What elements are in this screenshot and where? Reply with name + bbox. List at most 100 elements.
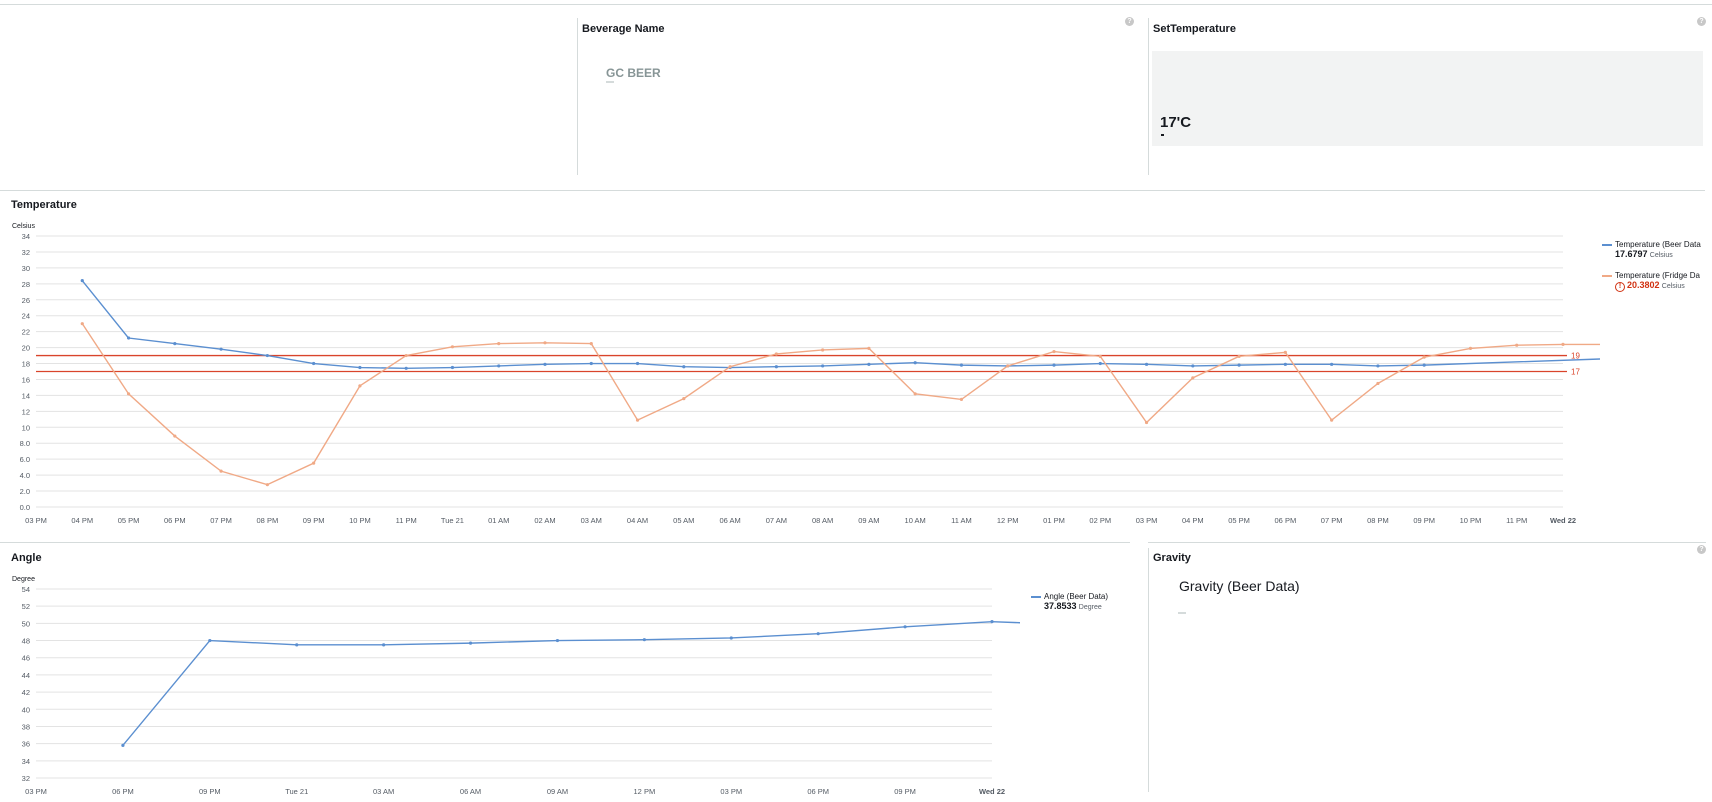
- y-tick-label: 48: [22, 637, 30, 646]
- data-point: [1006, 364, 1010, 368]
- x-tick-label: 11 PM: [396, 516, 417, 525]
- data-point: [265, 353, 269, 358]
- data-point: [555, 638, 560, 643]
- data-point: [358, 384, 362, 388]
- help-icon[interactable]: ?: [1697, 545, 1706, 554]
- y-tick-label: 52: [22, 602, 30, 611]
- y-tick-label: 44: [22, 671, 30, 680]
- data-point: [543, 341, 547, 345]
- data-point: [404, 353, 408, 358]
- x-tick-label: 02 AM: [534, 516, 555, 525]
- x-tick-label: 05 PM: [118, 516, 140, 525]
- legend-unit: Celsius: [1661, 283, 1685, 290]
- legend-label: Temperature (Beer Data: [1615, 240, 1701, 249]
- y-tick-label: 22: [22, 328, 30, 337]
- x-tick-label: 04 PM: [71, 516, 93, 525]
- data-point: [543, 362, 547, 366]
- data-point: [1422, 363, 1426, 367]
- y-axis-label: Degree: [12, 576, 35, 583]
- legend-item-fridge-temperature[interactable]: Temperature (Fridge Da ! 20.3802 Celsius: [1602, 271, 1710, 292]
- data-point: [821, 364, 825, 368]
- legend-item-beer-temperature[interactable]: Temperature (Beer Data 17.6797 Celsius: [1602, 240, 1710, 259]
- x-tick-label: 09 PM: [894, 787, 916, 794]
- dash-marker: [1161, 134, 1164, 136]
- x-tick-label: 06 AM: [719, 516, 740, 525]
- y-tick-label: 12: [22, 407, 30, 416]
- data-point: [1422, 355, 1426, 359]
- y-tick-label: 54: [22, 585, 30, 594]
- y-tick-label: 4.0: [20, 471, 30, 480]
- data-point: [126, 336, 131, 340]
- data-point: [1191, 376, 1195, 380]
- x-tick-label: 09 PM: [1413, 516, 1435, 525]
- data-point: [682, 397, 686, 401]
- y-tick-label: 40: [22, 705, 30, 714]
- help-icon[interactable]: ?: [1697, 17, 1706, 26]
- x-tick-label: 06 PM: [807, 787, 829, 794]
- data-point: [295, 643, 299, 647]
- data-point: [1052, 363, 1056, 367]
- x-tick-label: 06 AM: [460, 787, 481, 794]
- data-point: [774, 352, 778, 356]
- data-point: [1376, 364, 1380, 368]
- x-tick-label: 11 AM: [951, 516, 972, 525]
- data-point: [1098, 354, 1102, 358]
- data-point: [121, 743, 125, 747]
- y-tick-label: 32: [22, 248, 30, 257]
- y-tick-label: 8.0: [20, 439, 30, 448]
- data-point: [1144, 420, 1149, 425]
- x-tick-label: 03 PM: [720, 787, 742, 794]
- data-point: [913, 361, 917, 365]
- data-point: [1330, 418, 1334, 422]
- dash-marker: [606, 81, 614, 83]
- data-point: [468, 641, 473, 645]
- beverage-name-title: Beverage Name: [582, 23, 665, 35]
- y-tick-label: 10: [22, 423, 30, 432]
- beverage-name-value: GC BEER: [606, 66, 661, 80]
- x-tick-label: 10 AM: [905, 516, 926, 525]
- threshold-label: 17: [1571, 368, 1580, 377]
- data-point: [1330, 362, 1334, 366]
- data-point: [635, 418, 640, 422]
- help-icon[interactable]: ?: [1125, 17, 1134, 26]
- x-tick-label: 06 PM: [112, 787, 134, 794]
- data-point: [80, 279, 84, 283]
- set-temperature-title: SetTemperature: [1153, 23, 1236, 35]
- data-point: [265, 483, 269, 487]
- x-tick-label: 12 PM: [634, 787, 656, 794]
- data-point: [450, 345, 455, 349]
- legend-item-angle[interactable]: Angle (Beer Data) 37.8533 Degree: [1031, 592, 1141, 611]
- data-point: [219, 347, 223, 351]
- legend-unit: Celsius: [1649, 252, 1673, 259]
- data-point: [821, 348, 825, 352]
- temperature-chart: Celsius 0.0 2.0 4.0 6.0 8.0 10 12 14 16 18 20 22 24 26…: [12, 223, 1600, 525]
- y-tick-label: 42: [22, 688, 30, 697]
- row-divider: [0, 542, 1130, 543]
- x-tick-label: 03 PM: [25, 516, 47, 525]
- legend-swatch: [1031, 595, 1041, 598]
- data-point: [1052, 349, 1056, 354]
- data-point: [1237, 363, 1241, 367]
- x-tick-label: 08 PM: [1367, 516, 1389, 525]
- top-divider: [0, 4, 1712, 5]
- y-tick-label: 20: [22, 344, 30, 353]
- dash-marker: [1178, 612, 1186, 614]
- row-divider: [0, 190, 1705, 191]
- y-tick-label: 30: [22, 264, 30, 273]
- data-point: [126, 392, 131, 396]
- data-point: [1098, 361, 1102, 366]
- x-tick-label: Wed 22: [979, 787, 1005, 794]
- y-tick-label: 46: [22, 654, 30, 663]
- data-point: [1561, 342, 1565, 346]
- data-point: [729, 636, 733, 640]
- x-tick-label: 09 AM: [547, 787, 568, 794]
- y-tick-label: 34: [22, 757, 30, 766]
- x-tick-label: 06 PM: [164, 516, 186, 525]
- series-line: [81, 323, 1600, 486]
- x-tick-label: 12 PM: [997, 516, 1019, 525]
- data-point: [404, 366, 408, 370]
- panel-divider: [1148, 18, 1149, 175]
- series-line: [122, 620, 1020, 746]
- y-tick-label: 6.0: [20, 455, 30, 464]
- x-tick-label: Tue 21: [441, 516, 464, 525]
